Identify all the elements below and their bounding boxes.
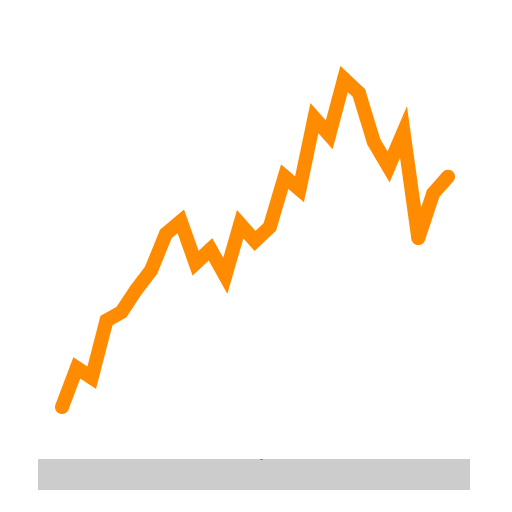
data-point [396, 125, 411, 140]
data-point [84, 370, 99, 385]
data-point [203, 242, 218, 257]
data-point [366, 134, 381, 149]
data-point [411, 231, 426, 246]
data-point [114, 305, 129, 320]
data-point [441, 169, 455, 184]
data-point [292, 182, 307, 197]
data-point [307, 111, 322, 126]
scrollbar-thumb[interactable] [260, 459, 263, 460]
data-point [277, 169, 292, 184]
data-point [129, 282, 144, 297]
data-point [262, 219, 277, 234]
horizontal-scrollbar[interactable] [38, 459, 470, 490]
data-point [248, 233, 262, 248]
data-point [426, 186, 441, 201]
data-point [144, 263, 159, 278]
data-point [381, 159, 396, 174]
data-point [322, 127, 337, 142]
data-point [99, 313, 114, 328]
data-point [69, 360, 84, 375]
data-point [173, 214, 188, 229]
data-point [188, 256, 203, 271]
data-point [351, 85, 366, 100]
data-point [337, 71, 352, 86]
data-point [218, 268, 233, 283]
data-point [233, 217, 248, 232]
data-point [158, 226, 173, 241]
data-point [55, 400, 69, 415]
